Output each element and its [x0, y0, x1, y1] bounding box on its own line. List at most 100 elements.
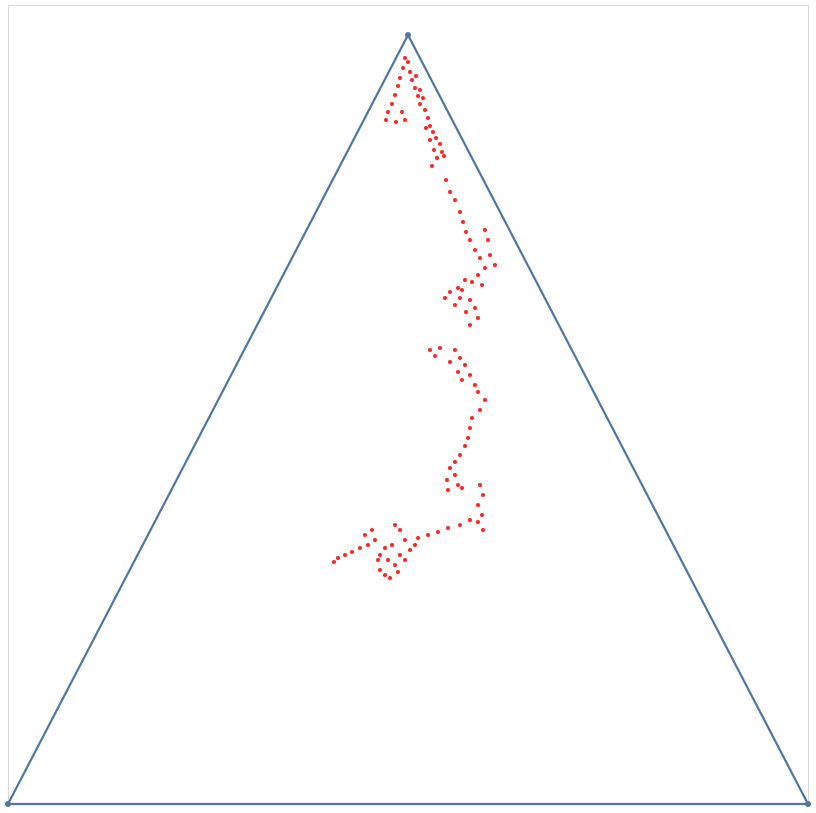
point [480, 283, 484, 287]
point [386, 558, 390, 562]
point [456, 370, 460, 374]
point [456, 483, 460, 487]
point [416, 536, 420, 540]
point [332, 560, 336, 564]
point [434, 136, 438, 140]
point [393, 93, 397, 97]
point [476, 390, 480, 394]
point [421, 96, 425, 100]
point [463, 363, 467, 367]
point [442, 154, 446, 158]
point [378, 568, 382, 572]
point [400, 110, 404, 114]
point [473, 383, 477, 387]
point [446, 488, 450, 492]
point [460, 486, 464, 490]
point [336, 556, 340, 560]
point [456, 286, 460, 290]
point [343, 553, 347, 557]
point [464, 310, 468, 314]
point [384, 118, 388, 122]
point [470, 280, 474, 284]
point [444, 178, 448, 182]
point [460, 288, 464, 292]
point [398, 76, 402, 80]
point [468, 323, 472, 327]
point [448, 466, 452, 470]
point [390, 102, 394, 106]
point [448, 190, 452, 194]
point [483, 398, 487, 402]
point [461, 220, 465, 224]
point [448, 290, 452, 294]
point [403, 538, 407, 542]
point [408, 70, 412, 74]
triangle [6, 32, 810, 806]
point [486, 238, 490, 242]
point [453, 303, 457, 307]
point [463, 278, 467, 282]
point [448, 360, 452, 364]
point [438, 142, 442, 146]
point [481, 528, 485, 532]
point [468, 298, 472, 302]
point [438, 346, 442, 350]
point [396, 570, 400, 574]
point [390, 543, 394, 547]
point [493, 263, 497, 267]
point [432, 148, 436, 152]
point [483, 266, 487, 270]
point [435, 156, 439, 160]
vertex [5, 801, 11, 807]
point [473, 248, 477, 252]
vertex [805, 801, 811, 807]
point [428, 124, 432, 128]
point [370, 528, 374, 532]
point [414, 74, 418, 78]
point [363, 533, 367, 537]
point [394, 120, 398, 124]
point [440, 150, 444, 154]
point [350, 550, 354, 554]
point [413, 86, 417, 90]
point [424, 126, 428, 130]
point [398, 553, 402, 557]
point [426, 116, 430, 120]
point [453, 473, 457, 477]
point [445, 478, 449, 482]
point [476, 520, 480, 524]
point [403, 118, 407, 122]
point [398, 528, 402, 532]
point [403, 56, 407, 60]
points [332, 56, 497, 580]
point [443, 296, 447, 300]
point [401, 66, 405, 70]
point [388, 576, 392, 580]
point [453, 198, 457, 202]
point [418, 88, 422, 92]
point [468, 238, 472, 242]
vertex [405, 32, 411, 38]
point [408, 548, 412, 552]
point [410, 78, 414, 82]
point [393, 563, 397, 567]
point [468, 426, 472, 430]
point [478, 483, 482, 487]
point [433, 354, 437, 358]
point [478, 256, 482, 260]
point [458, 356, 462, 360]
point [468, 373, 472, 377]
point [418, 102, 422, 106]
point [453, 460, 457, 464]
point [413, 543, 417, 547]
point [476, 316, 480, 320]
point [476, 273, 480, 277]
point [458, 296, 462, 300]
point [386, 110, 390, 114]
point [476, 503, 480, 507]
point [458, 453, 462, 457]
point [406, 60, 410, 64]
point [428, 348, 432, 352]
